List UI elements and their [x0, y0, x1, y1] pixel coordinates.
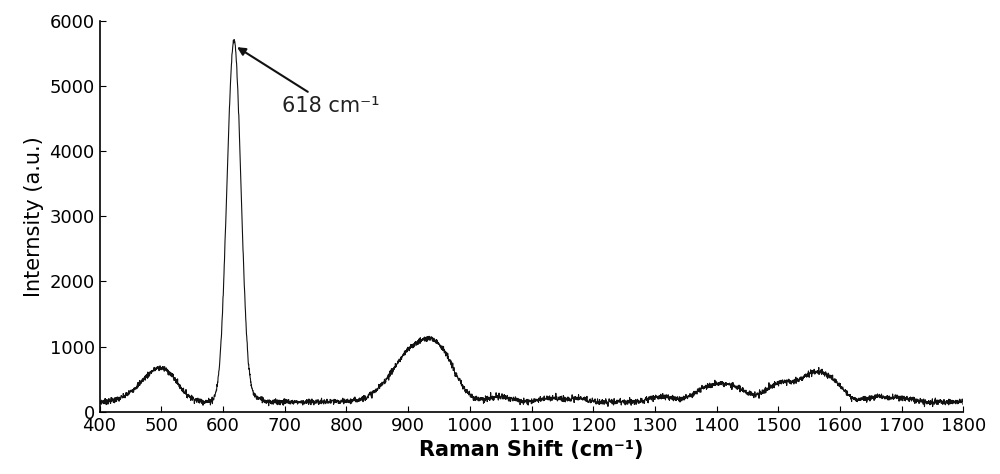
Y-axis label: Internsity (a.u.): Internsity (a.u.) [24, 136, 44, 297]
Text: 618 cm⁻¹: 618 cm⁻¹ [239, 48, 379, 116]
X-axis label: Raman Shift (cm⁻¹): Raman Shift (cm⁻¹) [419, 440, 644, 460]
